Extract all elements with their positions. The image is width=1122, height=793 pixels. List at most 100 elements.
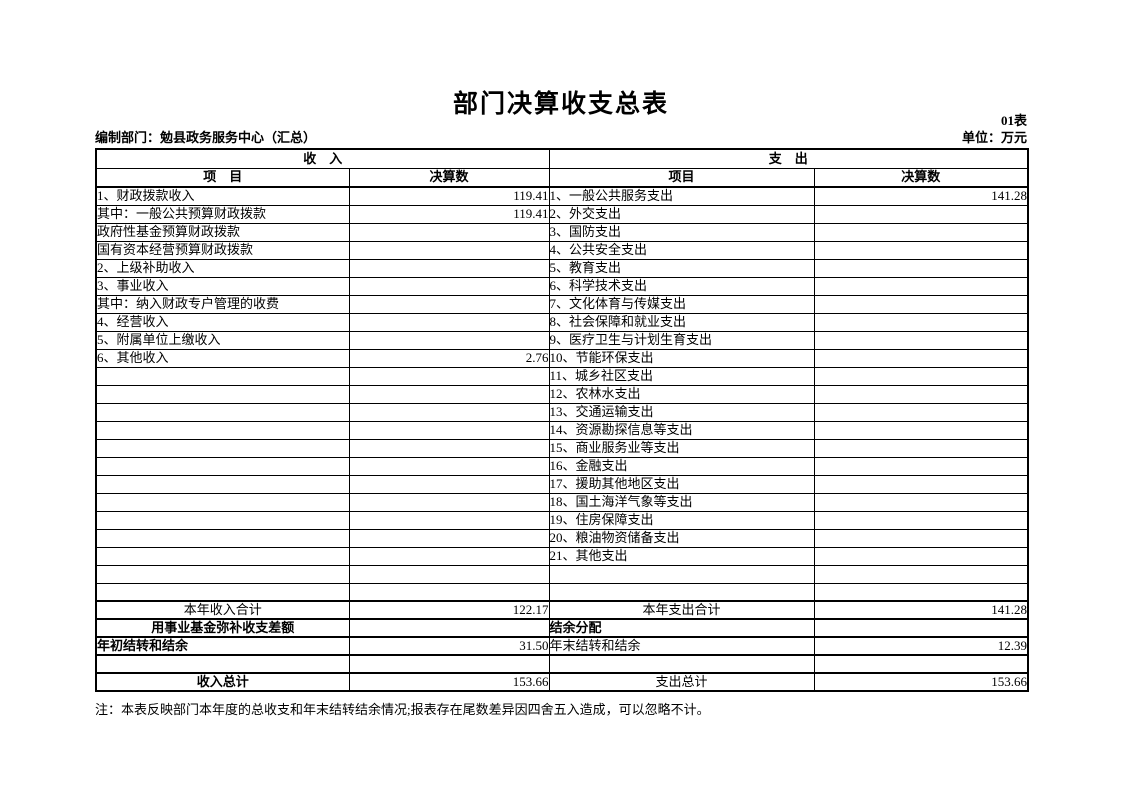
income-value-cell — [348, 546, 550, 566]
table-number: 01表 — [1000, 113, 1027, 128]
income-value-cell — [348, 510, 550, 530]
income-item-cell: 2、上级补助收入 — [95, 258, 350, 278]
income-item-cell: 6、其他收入 — [95, 348, 350, 368]
income-item-cell: 3、事业收入 — [95, 276, 350, 296]
expense-value-cell — [813, 294, 1029, 314]
expense-item-cell: 8、社会保障和就业支出 — [548, 312, 815, 332]
expense-value-cell: 141.28 — [813, 186, 1029, 206]
income-value-cell — [348, 402, 550, 422]
income-value-cell — [348, 366, 550, 386]
expense-value-cell: 141.28 — [813, 600, 1029, 620]
income-item-cell: 政府性基金预算财政拨款 — [95, 222, 350, 242]
table-row: 15、商业服务业等支出 — [95, 438, 1029, 458]
income-item-cell — [95, 402, 350, 422]
income-item-cell: 4、经营收入 — [95, 312, 350, 332]
income-item-cell — [95, 492, 350, 512]
table-row: 5、附属单位上缴收入 9、医疗卫生与计划生育支出 — [95, 330, 1029, 350]
expense-item-cell: 21、其他支出 — [548, 546, 815, 566]
income-value-cell — [348, 276, 550, 296]
table-row: 国有资本经营预算财政拨款 4、公共安全支出 — [95, 240, 1029, 260]
expense-value-cell — [813, 474, 1029, 494]
income-item-cell — [95, 420, 350, 440]
table-row: 13、交通运输支出 — [95, 402, 1029, 422]
expense-value-cell — [813, 492, 1029, 512]
expense-value-cell — [813, 546, 1029, 566]
income-value-cell: 31.50 — [348, 636, 550, 656]
prepared-by-label: 编制部门：勉县政务服务中心（汇总） — [95, 130, 317, 145]
expense-item-cell: 3、国防支出 — [548, 222, 815, 242]
expense-item-cell: 13、交通运输支出 — [548, 402, 815, 422]
unit-label: 单位：万元 — [961, 130, 1027, 145]
income-item-cell — [95, 456, 350, 476]
table-row: 1、财政拨款收入 119.41 1、一般公共服务支出 141.28 — [95, 186, 1029, 206]
income-value-cell: 122.17 — [348, 600, 550, 620]
income-value-cell — [348, 222, 550, 242]
expense-value-cell — [813, 402, 1029, 422]
table-row: 16、金融支出 — [95, 456, 1029, 476]
income-item-cell — [95, 474, 350, 494]
expense-amount-column-header: 决算数 — [813, 167, 1029, 188]
income-value-cell — [348, 294, 550, 314]
section-header-row: 收 入 支 出 — [95, 148, 1029, 169]
expense-value-cell: 153.66 — [813, 672, 1029, 692]
expense-item-cell: 年末结转和结余 — [548, 636, 815, 656]
table-row: 18、国土海洋气象等支出 — [95, 492, 1029, 512]
expense-item-cell: 本年支出合计 — [548, 600, 815, 620]
expense-item-cell: 11、城乡社区支出 — [548, 366, 815, 386]
expense-value-cell — [813, 420, 1029, 440]
income-value-cell: 2.76 — [348, 348, 550, 368]
income-value-cell — [348, 312, 550, 332]
expense-value-cell — [813, 384, 1029, 404]
table-row: 14、资源勘探信息等支出 — [95, 420, 1029, 440]
income-item-cell: 5、附属单位上缴收入 — [95, 330, 350, 350]
table-row: 政府性基金预算财政拨款 3、国防支出 — [95, 222, 1029, 242]
income-value-cell — [348, 258, 550, 278]
expense-item-cell — [548, 654, 815, 674]
income-value-cell — [348, 240, 550, 260]
income-item-cell — [95, 564, 350, 584]
expense-value-cell — [813, 564, 1029, 584]
income-item-column-header: 项 目 — [95, 167, 350, 188]
expense-item-cell: 6、科学技术支出 — [548, 276, 815, 296]
income-item-cell — [95, 582, 350, 602]
table-row — [95, 564, 1029, 584]
expense-item-cell: 16、金融支出 — [548, 456, 815, 476]
table-row: 19、住房保障支出 — [95, 510, 1029, 530]
table-row — [95, 654, 1029, 674]
income-value-cell — [348, 330, 550, 350]
expense-item-cell: 18、国土海洋气象等支出 — [548, 492, 815, 512]
expense-value-cell: 12.39 — [813, 636, 1029, 656]
expense-value-cell — [813, 582, 1029, 602]
income-value-cell — [348, 492, 550, 512]
expense-item-cell: 2、外交支出 — [548, 204, 815, 224]
table-row: 本年收入合计 122.17 本年支出合计 141.28 — [95, 600, 1029, 620]
table-row: 12、农林水支出 — [95, 384, 1029, 404]
income-value-cell — [348, 528, 550, 548]
income-value-cell — [348, 582, 550, 602]
income-value-cell — [348, 618, 550, 638]
expense-item-cell: 12、农林水支出 — [548, 384, 815, 404]
table-row: 收入总计 153.66 支出总计 153.66 — [95, 672, 1029, 692]
expense-value-cell — [813, 240, 1029, 260]
table-row: 20、粮油物资储备支出 — [95, 528, 1029, 548]
income-item-cell: 国有资本经营预算财政拨款 — [95, 240, 350, 260]
income-item-cell: 用事业基金弥补收支差额 — [95, 618, 350, 638]
income-section-header: 收 入 — [95, 148, 550, 169]
income-item-cell — [95, 438, 350, 458]
expense-value-cell — [813, 654, 1029, 674]
expense-item-column-header: 项目 — [548, 167, 815, 188]
table-row: 其中：一般公共预算财政拨款 119.41 2、外交支出 — [95, 204, 1029, 224]
footnote: 注：本表反映部门本年度的总收支和年末结转结余情况;报表存在尾数差异因四舍五入造成… — [95, 702, 710, 717]
table-row: 3、事业收入 6、科学技术支出 — [95, 276, 1029, 296]
table-row: 4、经营收入 8、社会保障和就业支出 — [95, 312, 1029, 332]
income-item-cell: 本年收入合计 — [95, 600, 350, 620]
expense-value-cell — [813, 528, 1029, 548]
expense-item-cell — [548, 564, 815, 584]
expense-item-cell: 19、住房保障支出 — [548, 510, 815, 530]
expense-item-cell: 7、文化体育与传媒支出 — [548, 294, 815, 314]
income-item-cell — [95, 654, 350, 674]
expense-item-cell: 1、一般公共服务支出 — [548, 186, 815, 206]
income-item-cell: 1、财政拨款收入 — [95, 186, 350, 206]
table-row — [95, 582, 1029, 602]
table-row: 11、城乡社区支出 — [95, 366, 1029, 386]
